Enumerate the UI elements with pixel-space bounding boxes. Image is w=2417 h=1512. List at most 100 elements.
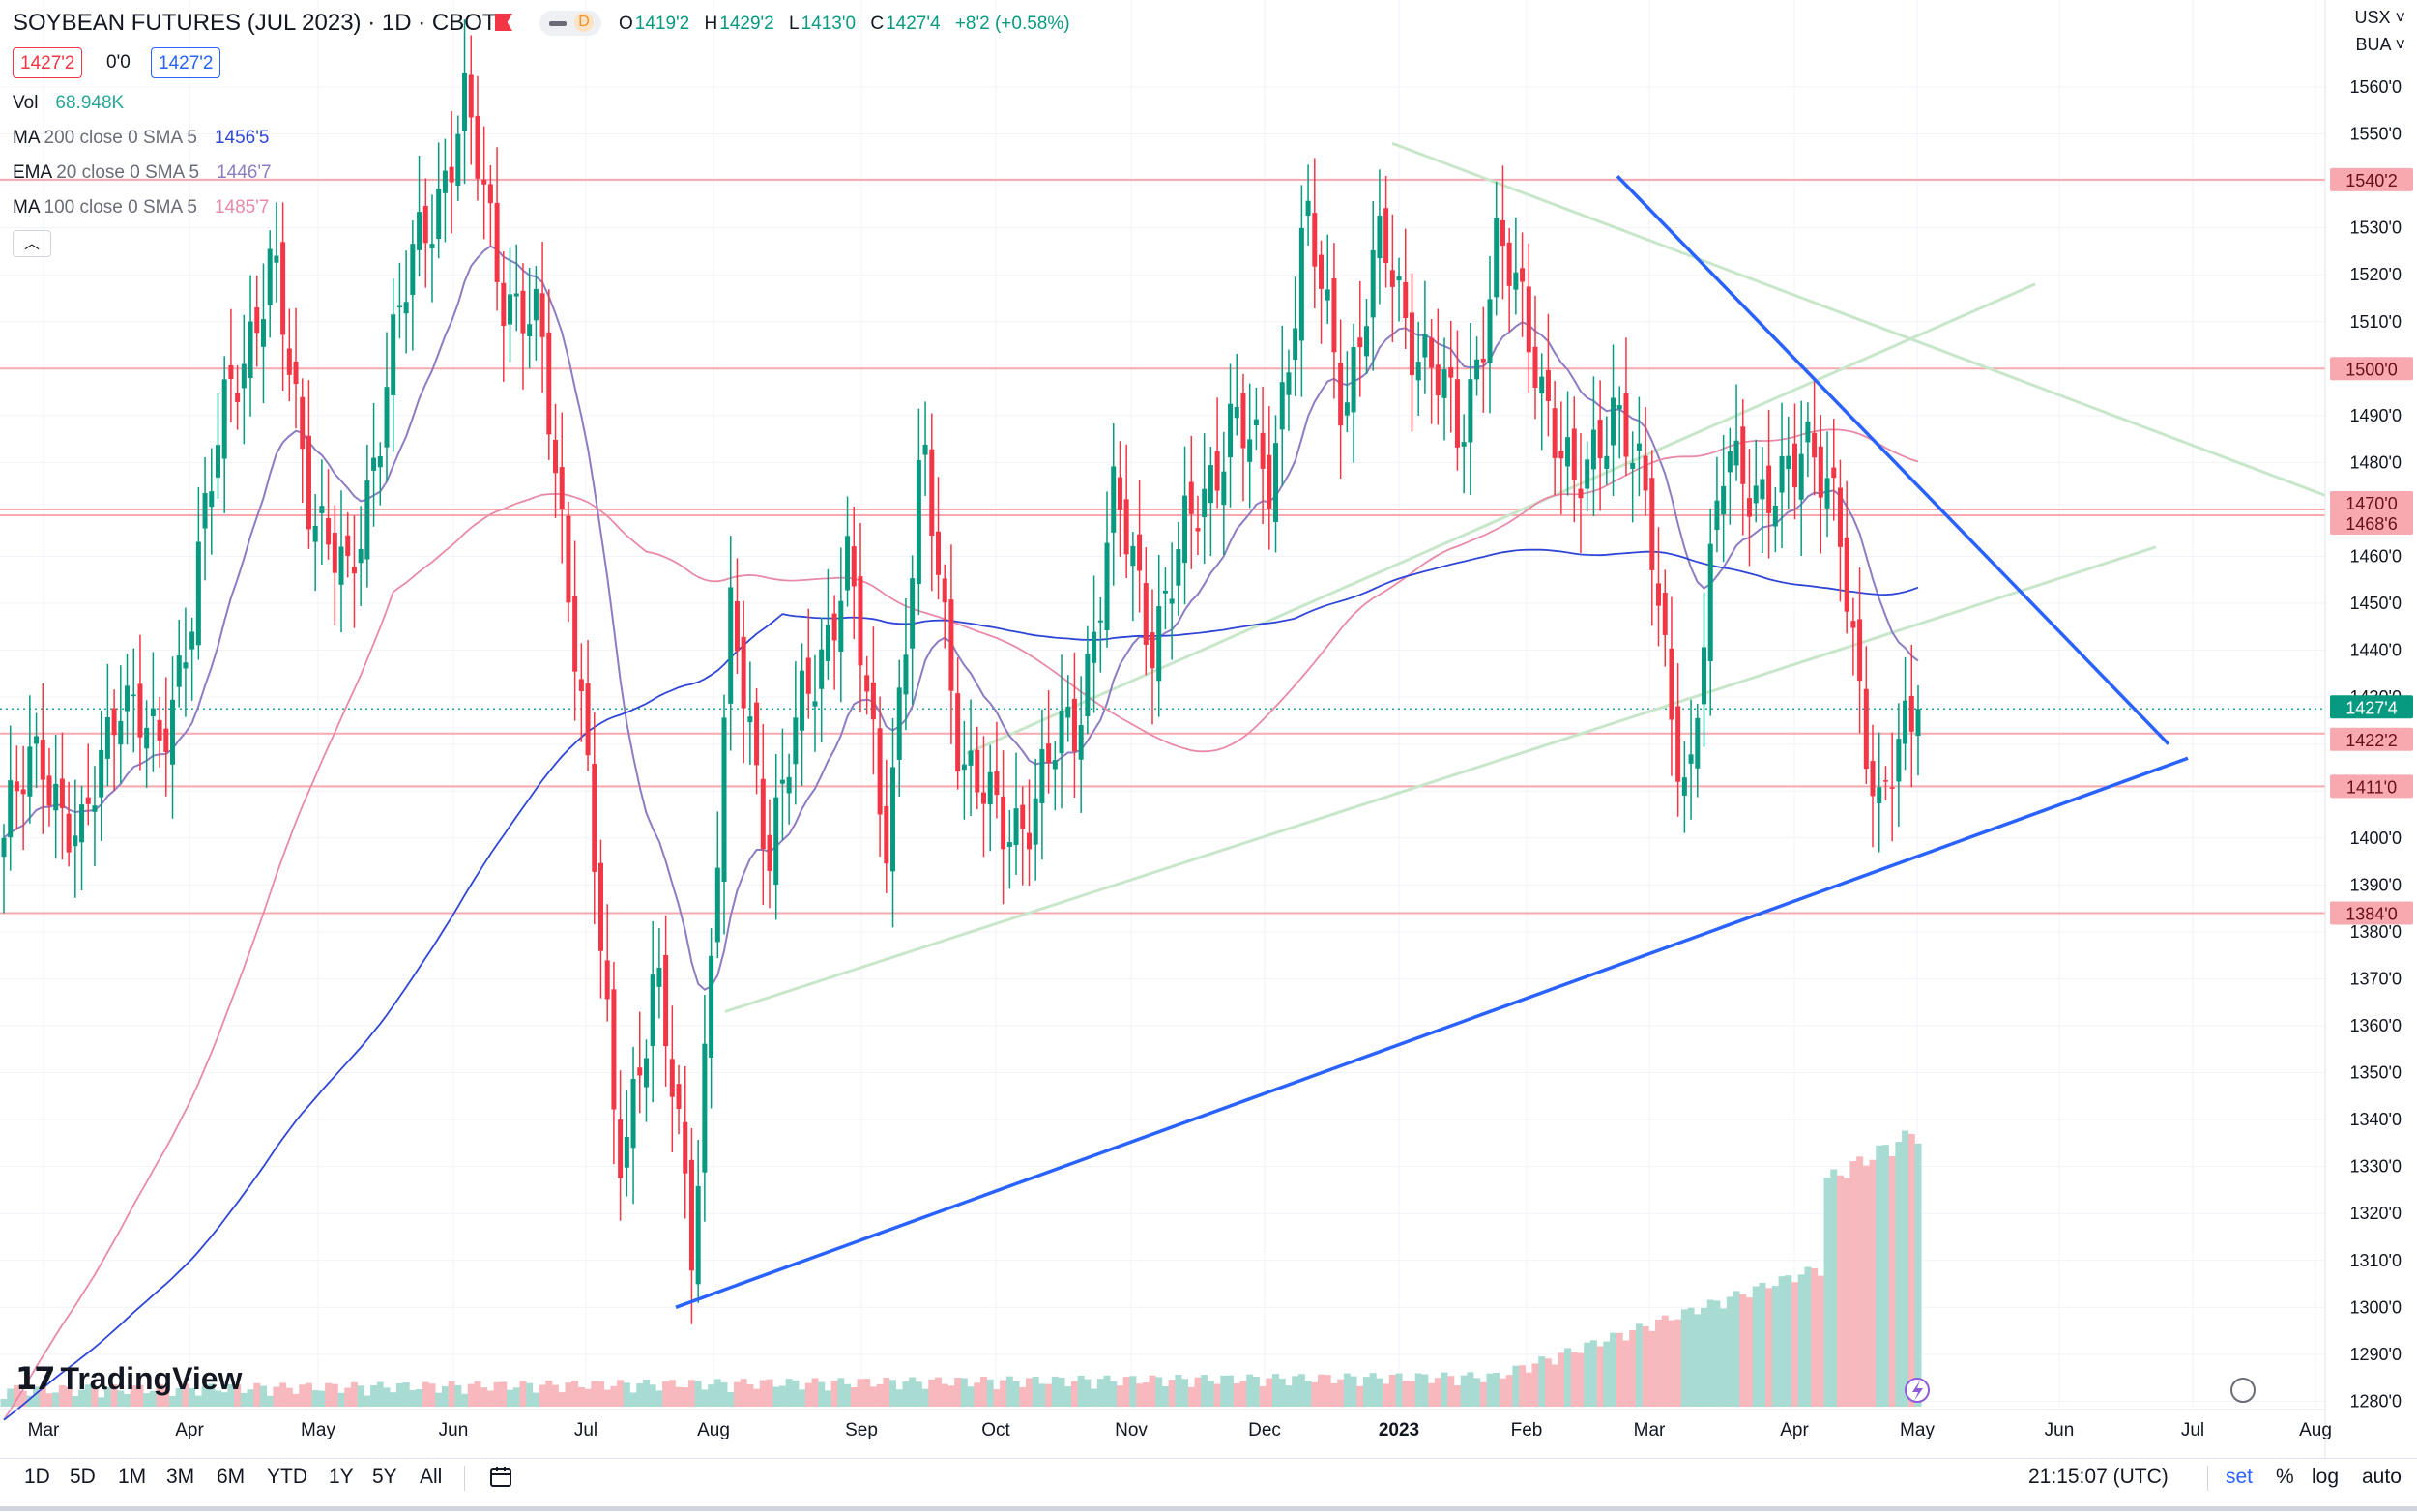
candle-body[interactable]	[46, 775, 52, 806]
candle-body[interactable]	[1325, 289, 1330, 301]
candle-body[interactable]	[779, 779, 785, 784]
candle-body[interactable]	[812, 701, 818, 707]
candle-body[interactable]	[125, 685, 131, 712]
candle-body[interactable]	[1344, 402, 1350, 416]
candle-body[interactable]	[877, 728, 883, 815]
candle-body[interactable]	[183, 662, 189, 669]
candle-body[interactable]	[929, 449, 935, 537]
candle-body[interactable]	[773, 797, 779, 886]
candle-body[interactable]	[714, 867, 720, 943]
candle-body[interactable]	[1078, 724, 1084, 760]
candle-body[interactable]	[1896, 739, 1902, 782]
candle-body[interactable]	[903, 654, 909, 695]
candle-body[interactable]	[896, 687, 902, 760]
candle-body[interactable]	[53, 783, 59, 811]
candle-body[interactable]	[345, 535, 351, 557]
candle-body[interactable]	[391, 314, 396, 395]
candle-body[interactable]	[1176, 549, 1181, 586]
candle-body[interactable]	[209, 491, 215, 508]
candle-body[interactable]	[293, 361, 299, 385]
range-5y[interactable]: 5Y	[372, 1466, 397, 1488]
candle-body[interactable]	[475, 115, 480, 179]
candle-body[interactable]	[1409, 312, 1414, 376]
indicator-ema20[interactable]: EMA 20 close 0 SMA 5 1446'7	[13, 162, 272, 183]
candle-body[interactable]	[546, 332, 552, 435]
candle-body[interactable]	[1649, 478, 1655, 570]
candle-body[interactable]	[1760, 479, 1765, 500]
candle-body[interactable]	[462, 73, 468, 131]
candle-body[interactable]	[1123, 499, 1129, 555]
candle-body[interactable]	[1143, 583, 1149, 645]
candle-body[interactable]	[1863, 688, 1869, 770]
candle-body[interactable]	[747, 716, 753, 723]
candle-body[interactable]	[1240, 393, 1246, 449]
candle-body[interactable]	[741, 636, 746, 709]
candle-body[interactable]	[975, 749, 980, 793]
candle-body[interactable]	[1006, 842, 1012, 847]
candle-body[interactable]	[1590, 429, 1596, 470]
price-level-tag[interactable]	[2330, 511, 2413, 536]
indicator-volume[interactable]: Vol 68.948K	[13, 93, 125, 113]
candle-body[interactable]	[922, 444, 928, 455]
candle-body[interactable]	[942, 578, 947, 603]
candle-body[interactable]	[371, 457, 377, 471]
candle-body[interactable]	[1441, 369, 1447, 398]
candle-body[interactable]	[1915, 709, 1921, 737]
candle-body[interactable]	[189, 631, 195, 650]
candle-body[interactable]	[92, 805, 98, 812]
candle-body[interactable]	[611, 989, 617, 1110]
candle-body[interactable]	[286, 348, 292, 375]
candle-body[interactable]	[980, 792, 986, 804]
price-level-tag[interactable]	[2330, 727, 2413, 751]
candle-body[interactable]	[1552, 408, 1558, 458]
candle-body[interactable]	[1798, 453, 1804, 500]
candle-body[interactable]	[910, 578, 916, 649]
percent-toggle[interactable]: %	[2276, 1466, 2294, 1488]
range-1d[interactable]: 1D	[24, 1466, 50, 1488]
range-5d[interactable]: 5D	[70, 1466, 96, 1488]
currency-selector[interactable]: USX ˅	[2354, 8, 2405, 27]
candle-body[interactable]	[968, 750, 974, 766]
candle-body[interactable]	[34, 736, 40, 744]
candle-body[interactable]	[176, 655, 182, 687]
candle-body[interactable]	[1162, 590, 1168, 594]
auto-toggle[interactable]: auto	[2362, 1466, 2402, 1488]
trendline-support[interactable]	[675, 756, 2189, 1309]
candle-body[interactable]	[800, 670, 805, 731]
candle-body[interactable]	[793, 717, 799, 765]
candle-body[interactable]	[1662, 592, 1668, 635]
candle-body[interactable]	[890, 767, 896, 872]
candle-body[interactable]	[870, 682, 876, 720]
candle-body[interactable]	[1377, 216, 1383, 259]
candle-body[interactable]	[487, 184, 493, 204]
candle-body[interactable]	[1059, 710, 1064, 754]
candle-body[interactable]	[1305, 200, 1311, 217]
candle-body[interactable]	[643, 1058, 649, 1088]
candle-body[interactable]	[202, 493, 208, 529]
candle-body[interactable]	[520, 290, 526, 334]
candle-body[interactable]	[1844, 537, 1849, 612]
candle-body[interactable]	[578, 679, 584, 691]
candle-body[interactable]	[1500, 219, 1505, 247]
candle-body[interactable]	[157, 719, 162, 741]
candle-body[interactable]	[1908, 695, 1914, 732]
candle-body[interactable]	[1688, 754, 1694, 764]
candle-body[interactable]	[760, 778, 766, 850]
range-6m[interactable]: 6M	[217, 1466, 246, 1488]
candle-body[interactable]	[669, 1059, 675, 1097]
candle-body[interactable]	[66, 813, 72, 853]
candle-body[interactable]	[864, 675, 870, 692]
range-3m[interactable]: 3M	[166, 1466, 195, 1488]
candle-body[interactable]	[597, 862, 603, 951]
candle-body[interactable]	[1571, 428, 1577, 480]
candle-body[interactable]	[1681, 777, 1687, 796]
buy-price-box[interactable]: 1427'2	[151, 47, 221, 78]
candle-body[interactable]	[1312, 213, 1318, 267]
candle-body[interactable]	[1545, 369, 1551, 401]
candle-body[interactable]	[1837, 487, 1843, 547]
candle-body[interactable]	[410, 244, 416, 296]
candle-body[interactable]	[539, 293, 545, 337]
candle-body[interactable]	[1221, 471, 1227, 506]
candle-body[interactable]	[656, 967, 662, 987]
candle-body[interactable]	[513, 293, 519, 297]
